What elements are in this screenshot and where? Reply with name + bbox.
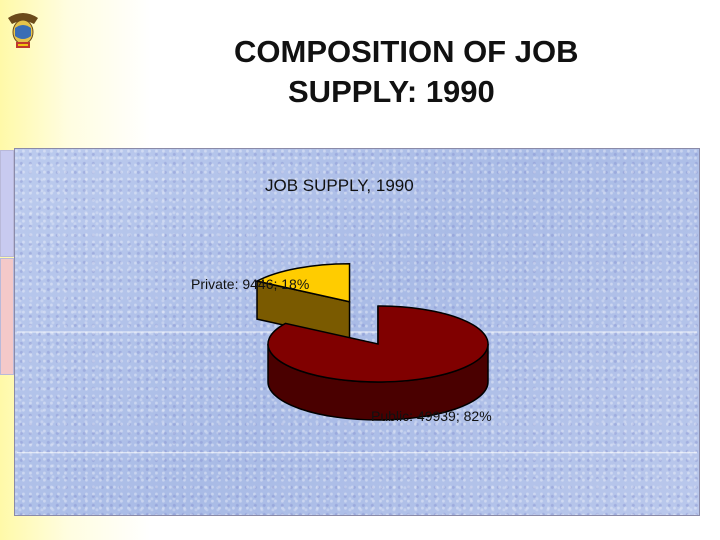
slice-public [267, 305, 489, 421]
pie-chart: JOB SUPPLY, 1990 Private: 9446; 18% Publ… [17, 176, 697, 454]
coat-of-arms-logo [8, 13, 38, 48]
side-tab-pink [0, 258, 14, 375]
chart-panel: JOB SUPPLY, 1990 Private: 9446; 18% Publ… [14, 148, 700, 516]
slide-title: COMPOSITION OF JOB SUPPLY: 1990 [200, 32, 640, 112]
slice-private-top [254, 262, 351, 303]
slide-title-line2: SUPPLY: 1990 [288, 74, 495, 109]
side-tab-blue [0, 150, 14, 257]
data-label-public: Public: 49939; 82% [371, 408, 492, 424]
chart-title: JOB SUPPLY, 1990 [265, 176, 414, 195]
slice-public-top [267, 305, 489, 383]
data-label-private: Private: 9446; 18% [191, 276, 309, 292]
slide-title-line1: COMPOSITION OF JOB [234, 34, 579, 69]
slice-private [254, 262, 351, 341]
